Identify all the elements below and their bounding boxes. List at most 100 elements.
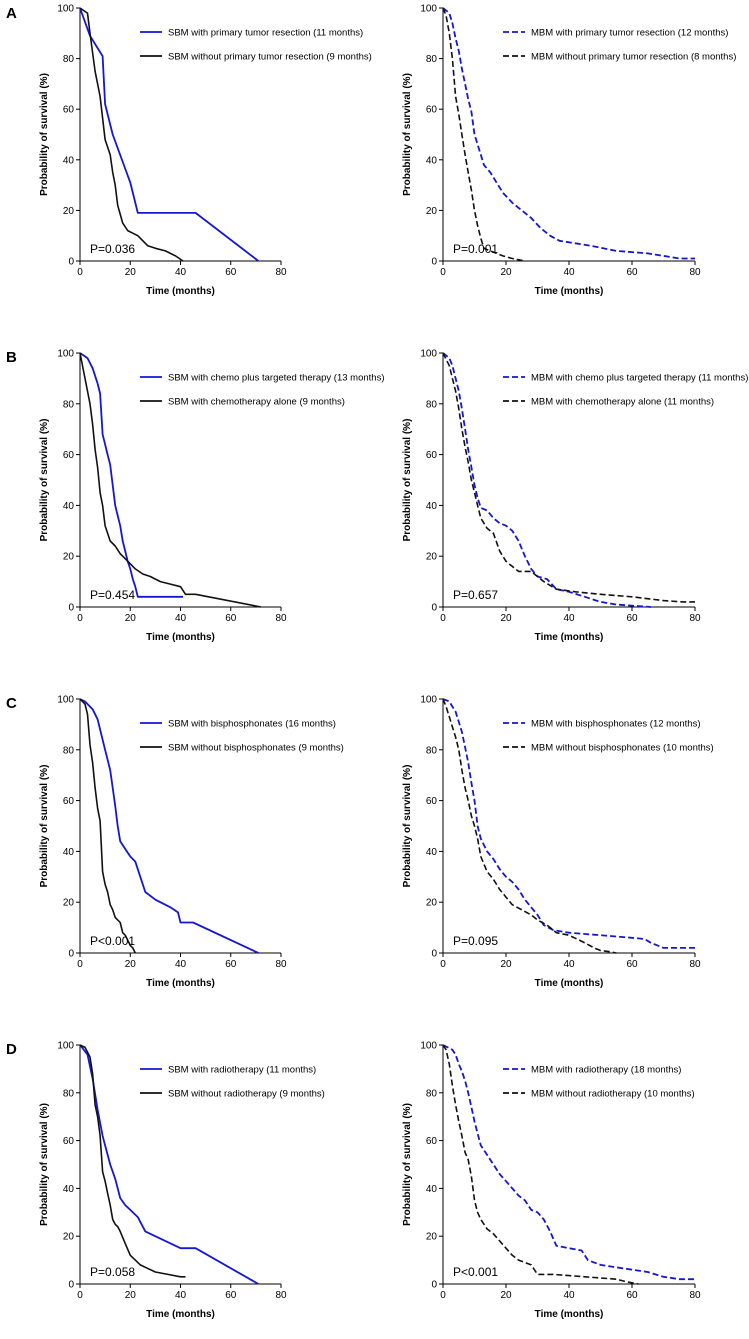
x-tick-label: 20	[125, 1290, 137, 1301]
x-tick-label: 20	[500, 613, 512, 624]
chart-c-left: 0 20 40 60 80 100 0 20 40 60 80 Time (months) Probab…	[39, 695, 344, 990]
x-axis-title: Time (months)	[535, 1309, 604, 1320]
y-tick-label: 80	[63, 54, 75, 65]
legend-label: MBM without primary tumor resection (8 m…	[531, 52, 736, 63]
survival-curve-with	[442, 1044, 695, 1281]
y-tick-label: 80	[426, 1088, 438, 1099]
y-tick-label: 60	[426, 450, 438, 461]
x-tick-label: 40	[175, 613, 187, 624]
legend-label: MBM with primary tumor resection (12 mon…	[531, 28, 728, 39]
x-tick-label: 80	[275, 1290, 287, 1301]
y-axis-title: Probability of survival (%)	[39, 1103, 50, 1226]
p-value: P=0.058	[90, 1265, 135, 1279]
y-tick-label: 40	[63, 847, 75, 858]
x-tick-label: 40	[175, 267, 187, 278]
y-tick-label: 0	[68, 257, 74, 268]
y-tick-label: 100	[420, 349, 437, 360]
x-tick-label: 80	[689, 613, 701, 624]
survival-curve-without	[442, 7, 526, 262]
y-tick-label: 40	[426, 155, 438, 166]
survival-curve-without	[79, 1044, 186, 1278]
x-tick-label: 80	[689, 267, 701, 278]
y-tick-label: 100	[57, 4, 74, 15]
y-tick-label: 80	[63, 1088, 75, 1099]
survival-curve-with	[79, 7, 259, 262]
x-axis-title: Time (months)	[146, 286, 215, 297]
y-axis-title: Probability of survival (%)	[402, 1103, 413, 1226]
legend-label: SBM with chemo plus targeted therapy (13…	[168, 373, 385, 384]
y-tick-label: 60	[63, 105, 75, 116]
row-label-d: D	[6, 1041, 17, 1058]
x-tick-label: 20	[125, 267, 137, 278]
y-axis-title: Probability of survival (%)	[39, 73, 50, 196]
survival-curve-with	[442, 698, 695, 949]
x-axis-title: Time (months)	[535, 632, 604, 643]
survival-curve-without	[79, 698, 137, 954]
row-label-b: B	[6, 349, 17, 366]
x-tick-label: 80	[275, 613, 287, 624]
y-tick-label: 40	[63, 501, 75, 512]
y-axis-title: Probability of survival (%)	[402, 419, 413, 542]
x-tick-label: 40	[563, 1290, 575, 1301]
x-tick-label: 0	[77, 267, 83, 278]
legend-label: MBM with chemotherapy alone (11 months)	[531, 397, 714, 408]
x-axis-title: Time (months)	[535, 286, 604, 297]
x-tick-label: 0	[77, 1290, 83, 1301]
y-tick-label: 60	[426, 105, 438, 116]
survival-curve-without	[442, 1044, 639, 1285]
x-tick-label: 0	[440, 613, 446, 624]
legend-label: SBM with primary tumor resection (11 mon…	[168, 28, 363, 39]
legend-label: SBM without primary tumor resection (9 m…	[168, 52, 372, 63]
y-tick-label: 80	[63, 399, 75, 410]
y-tick-label: 60	[426, 1136, 438, 1147]
y-tick-label: 100	[420, 4, 437, 15]
y-tick-label: 0	[68, 949, 74, 960]
y-tick-label: 20	[63, 1232, 75, 1243]
y-tick-label: 100	[57, 695, 74, 706]
x-tick-label: 60	[626, 959, 638, 970]
survival-curve-with	[79, 698, 259, 954]
x-tick-label: 40	[563, 959, 575, 970]
p-value: P=0.095	[453, 934, 498, 948]
y-tick-label: 0	[431, 949, 437, 960]
chart-d-right: 0 20 40 60 80 100 0 20 40 60 80 Time (months) Probab…	[402, 1041, 701, 1321]
y-tick-label: 0	[68, 1280, 74, 1291]
y-tick-label: 20	[426, 552, 438, 563]
x-tick-label: 20	[500, 959, 512, 970]
y-tick-label: 40	[426, 1184, 438, 1195]
x-axis-title: Time (months)	[146, 978, 215, 989]
legend-label: SBM with radiotherapy (11 months)	[168, 1065, 316, 1076]
y-tick-label: 80	[426, 399, 438, 410]
x-tick-label: 60	[626, 613, 638, 624]
x-tick-label: 80	[689, 959, 701, 970]
legend-label: SBM without bisphosphonates (9 months)	[168, 743, 344, 754]
y-axis-title: Probability of survival (%)	[39, 765, 50, 888]
x-tick-label: 60	[225, 267, 237, 278]
y-tick-label: 60	[63, 450, 75, 461]
x-tick-label: 20	[125, 959, 137, 970]
x-tick-label: 80	[275, 267, 287, 278]
x-tick-label: 20	[500, 267, 512, 278]
x-tick-label: 80	[689, 1290, 701, 1301]
x-axis-title: Time (months)	[535, 978, 604, 989]
chart-c-right: 0 20 40 60 80 100 0 20 40 60 80 Time (months) Probab…	[402, 695, 714, 990]
survival-curve-without	[79, 352, 262, 608]
y-tick-label: 20	[426, 898, 438, 909]
y-tick-label: 20	[426, 1232, 438, 1243]
legend-label: MBM with bisphosphonates (12 months)	[531, 719, 701, 730]
x-tick-label: 60	[225, 1290, 237, 1301]
x-tick-label: 40	[563, 613, 575, 624]
x-tick-label: 60	[626, 267, 638, 278]
survival-curve-without	[442, 698, 617, 954]
legend-label: MBM without radiotherapy (10 months)	[531, 1089, 695, 1100]
y-tick-label: 60	[63, 796, 75, 807]
y-tick-label: 100	[57, 349, 74, 360]
y-tick-label: 100	[420, 695, 437, 706]
x-tick-label: 40	[563, 267, 575, 278]
x-axis-title: Time (months)	[146, 632, 215, 643]
y-axis-title: Probability of survival (%)	[402, 73, 413, 196]
y-tick-label: 40	[426, 501, 438, 512]
y-tick-label: 100	[57, 1041, 74, 1052]
